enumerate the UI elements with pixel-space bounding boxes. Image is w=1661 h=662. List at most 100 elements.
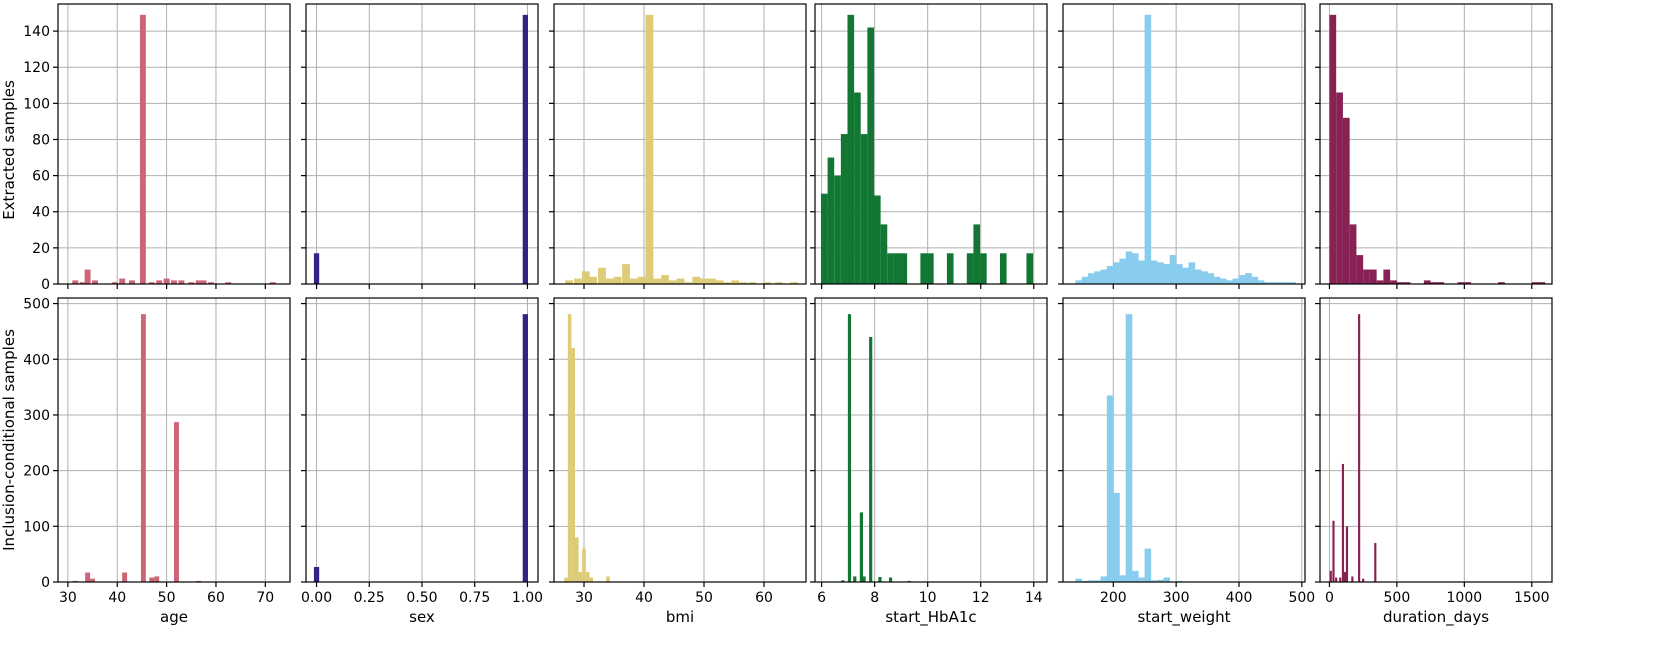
- axes-frame: [814, 297, 1048, 583]
- y-tick-label: 120: [23, 60, 50, 76]
- x-tick-label: 500: [1384, 590, 1411, 606]
- x-tick-label: 0.50: [406, 590, 437, 606]
- axes-frame: [1062, 3, 1306, 285]
- histogram-bar: [1226, 280, 1233, 284]
- histogram-bar: [1437, 282, 1445, 284]
- histogram-bar: [887, 253, 894, 284]
- histogram-bar: [862, 576, 866, 582]
- histogram-bar: [1138, 260, 1145, 284]
- histogram-bar: [684, 282, 693, 284]
- histogram-bar: [869, 336, 873, 582]
- histogram-bar: [1207, 273, 1215, 284]
- histogram-bar: [1263, 282, 1271, 284]
- histogram-bar: [748, 282, 756, 284]
- histogram-bar: [841, 580, 845, 582]
- histogram-bar: [1094, 580, 1101, 582]
- histogram-bar: [1403, 282, 1411, 284]
- histogram-bar: [1081, 276, 1089, 284]
- histogram-bar: [208, 282, 214, 284]
- y-tick-label: 20: [32, 241, 50, 257]
- histogram-bar: [763, 282, 771, 284]
- histogram-bar: [1182, 267, 1189, 284]
- panel-r0c4: [1058, 3, 1306, 289]
- histogram-bar: [225, 282, 232, 284]
- histogram-bar: [1087, 580, 1095, 582]
- histogram-bar: [522, 314, 528, 582]
- histogram-bar: [92, 280, 98, 284]
- axes-frame: [57, 297, 291, 583]
- histogram-bar: [1396, 282, 1404, 284]
- histogram-bar: [1329, 570, 1332, 582]
- histogram-bar: [1376, 280, 1384, 284]
- x-tick-label: 0: [1325, 590, 1334, 606]
- axes-frame: [553, 3, 807, 285]
- histogram-bar: [90, 578, 96, 582]
- histogram-bar: [622, 264, 630, 284]
- x-tick-label: 10: [919, 590, 937, 606]
- histogram-bar: [178, 280, 185, 284]
- histogram-bar: [1245, 273, 1252, 284]
- histogram-bar: [668, 280, 677, 284]
- panel-r0c5: [1315, 3, 1553, 289]
- histogram-bar: [1383, 269, 1391, 284]
- histogram-bar: [581, 271, 590, 284]
- histogram-bar: [927, 253, 934, 284]
- histogram-bar: [171, 280, 177, 284]
- histogram-bar: [1358, 314, 1361, 582]
- histogram-bar: [980, 253, 987, 284]
- histogram-bar: [1194, 269, 1202, 284]
- histogram-bar: [154, 576, 160, 582]
- histogram-bar: [1289, 282, 1296, 284]
- histogram-bar: [1094, 271, 1101, 284]
- histogram-bar: [1075, 578, 1083, 582]
- x-tick-label: 30: [575, 590, 593, 606]
- histogram-bar: [859, 512, 863, 582]
- histogram-bar: [111, 282, 118, 284]
- histogram-bar: [880, 224, 888, 284]
- histogram-bar: [1356, 255, 1364, 284]
- axes-frame: [1319, 297, 1553, 583]
- histogram-bar: [1363, 269, 1370, 284]
- y-tick-label: 100: [23, 96, 50, 112]
- histogram-bar: [606, 576, 610, 582]
- histogram-bar: [1349, 224, 1357, 284]
- y-tick-label: 400: [23, 352, 50, 368]
- histogram-bar: [1125, 314, 1133, 582]
- histogram-bar: [1163, 264, 1171, 284]
- histogram-bar: [853, 576, 857, 582]
- histogram-bar: [84, 269, 91, 284]
- panel-r1c3: 6 8 10 12 14 start_HbA1c: [810, 297, 1048, 627]
- histogram-bar: [700, 278, 708, 284]
- histogram-bar: [1342, 117, 1350, 284]
- histogram-bar: [1276, 282, 1284, 284]
- x-tick-label: 1.00: [512, 590, 543, 606]
- histogram-bar: [867, 27, 874, 284]
- panel-r1c1: 0.00 0.25 0.50 0.75 1.00 sex: [301, 297, 543, 626]
- histogram-bar: [966, 253, 974, 284]
- histogram-bar: [790, 282, 798, 284]
- panel-r0c0: 0 20 40 60 80 100 120 140: [23, 3, 291, 293]
- histogram-bar: [1163, 577, 1171, 582]
- histogram-bar: [731, 280, 740, 284]
- histogram-bar: [195, 280, 202, 284]
- x-tick-label: 0.00: [301, 590, 332, 606]
- histogram-bar: [574, 278, 582, 284]
- histogram-bar: [1075, 280, 1083, 284]
- x-axis-label: age: [160, 608, 188, 626]
- x-tick-label: 12: [972, 590, 990, 606]
- histogram-bar: [715, 280, 724, 284]
- histogram-bar: [1251, 276, 1259, 284]
- histogram-bar: [1282, 282, 1290, 284]
- x-tick-label: 70: [256, 590, 274, 606]
- histogram-bar: [1157, 579, 1164, 582]
- histogram-bar: [1119, 575, 1127, 582]
- x-tick-label: 500: [1288, 590, 1315, 606]
- x-tick-label: 60: [755, 590, 773, 606]
- histogram-bar: [888, 577, 893, 582]
- histogram-bar: [847, 14, 855, 284]
- histogram-bar: [1341, 463, 1345, 582]
- histogram-bar: [163, 278, 170, 284]
- histogram-bar: [1106, 395, 1114, 582]
- histogram-bar: [1362, 578, 1365, 582]
